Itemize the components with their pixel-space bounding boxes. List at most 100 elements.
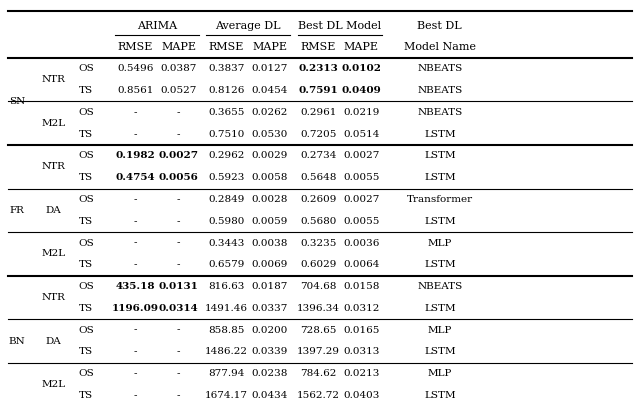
Text: 0.0036: 0.0036 (343, 239, 380, 247)
Text: 1491.46: 1491.46 (205, 304, 248, 313)
Text: M2L: M2L (42, 249, 66, 259)
Text: 0.8561: 0.8561 (117, 86, 154, 95)
Text: 0.1982: 0.1982 (115, 152, 155, 160)
Text: -: - (177, 326, 180, 335)
Text: NBEATS: NBEATS (417, 86, 463, 95)
Text: DA: DA (46, 336, 61, 346)
Text: LSTM: LSTM (424, 173, 456, 182)
Text: 0.3235: 0.3235 (300, 239, 336, 247)
Text: 0.3837: 0.3837 (208, 64, 244, 73)
Text: 0.7205: 0.7205 (300, 130, 336, 138)
Text: 0.0131: 0.0131 (159, 282, 198, 291)
Text: NTR: NTR (42, 293, 65, 302)
Text: 0.0530: 0.0530 (252, 130, 288, 138)
Text: 0.5923: 0.5923 (208, 173, 244, 182)
Text: 0.7591: 0.7591 (298, 86, 338, 95)
Text: 1396.34: 1396.34 (296, 304, 340, 313)
Text: TS: TS (79, 217, 93, 226)
Text: OS: OS (78, 369, 94, 378)
Text: 0.0102: 0.0102 (341, 64, 381, 73)
Text: 1562.72: 1562.72 (296, 391, 340, 399)
Text: 0.6579: 0.6579 (208, 260, 244, 269)
Text: 0.2962: 0.2962 (208, 152, 244, 160)
Text: Average DL: Average DL (215, 21, 281, 31)
Text: 0.0069: 0.0069 (252, 260, 288, 269)
Text: Best DL Model: Best DL Model (298, 21, 381, 31)
Text: 0.0527: 0.0527 (161, 86, 196, 95)
Text: OS: OS (78, 326, 94, 335)
Text: -: - (134, 348, 137, 356)
Text: 0.7510: 0.7510 (208, 130, 244, 138)
Text: 0.2734: 0.2734 (300, 152, 336, 160)
Text: 0.0312: 0.0312 (343, 304, 380, 313)
Text: -: - (134, 108, 137, 117)
Text: -: - (134, 260, 137, 269)
Text: 435.18: 435.18 (115, 282, 155, 291)
Text: 0.0387: 0.0387 (161, 64, 196, 73)
Text: LSTM: LSTM (424, 217, 456, 226)
Text: RMSE: RMSE (300, 42, 336, 52)
Text: 0.0219: 0.0219 (343, 108, 380, 117)
Text: 0.0056: 0.0056 (159, 173, 198, 182)
Text: -: - (134, 326, 137, 335)
Text: TS: TS (79, 86, 93, 95)
Text: 0.0055: 0.0055 (343, 217, 380, 226)
Text: Transformer: Transformer (407, 195, 473, 204)
Text: 1486.22: 1486.22 (205, 348, 248, 356)
Text: 0.0028: 0.0028 (252, 195, 288, 204)
Text: 0.0187: 0.0187 (252, 282, 288, 291)
Text: 1196.09: 1196.09 (112, 304, 159, 313)
Text: 0.5496: 0.5496 (117, 64, 154, 73)
Text: OS: OS (78, 195, 94, 204)
Text: 0.2961: 0.2961 (300, 108, 336, 117)
Text: 0.0027: 0.0027 (343, 195, 380, 204)
Text: 0.2849: 0.2849 (208, 195, 244, 204)
Text: 0.0158: 0.0158 (343, 282, 380, 291)
Text: 877.94: 877.94 (208, 369, 244, 378)
Text: LSTM: LSTM (424, 391, 456, 399)
Text: 0.0127: 0.0127 (252, 64, 288, 73)
Text: 0.0314: 0.0314 (159, 304, 198, 313)
Text: 0.2313: 0.2313 (298, 64, 338, 73)
Text: -: - (177, 130, 180, 138)
Text: TS: TS (79, 304, 93, 313)
Text: 0.3655: 0.3655 (208, 108, 244, 117)
Text: 0.0027: 0.0027 (159, 152, 198, 160)
Text: LSTM: LSTM (424, 348, 456, 356)
Text: OS: OS (78, 239, 94, 247)
Text: 0.0029: 0.0029 (252, 152, 288, 160)
Text: -: - (177, 239, 180, 247)
Text: MLP: MLP (428, 369, 452, 378)
Text: 0.8126: 0.8126 (208, 86, 244, 95)
Text: Model Name: Model Name (404, 42, 476, 52)
Text: OS: OS (78, 108, 94, 117)
Text: -: - (134, 130, 137, 138)
Text: TS: TS (79, 391, 93, 399)
Text: LSTM: LSTM (424, 260, 456, 269)
Text: 0.0027: 0.0027 (343, 152, 380, 160)
Text: 858.85: 858.85 (208, 326, 244, 335)
Text: 0.0262: 0.0262 (252, 108, 288, 117)
Text: MLP: MLP (428, 239, 452, 247)
Text: 0.0059: 0.0059 (252, 217, 288, 226)
Text: OS: OS (78, 152, 94, 160)
Text: NBEATS: NBEATS (417, 108, 463, 117)
Text: 0.5980: 0.5980 (208, 217, 244, 226)
Text: RMSE: RMSE (209, 42, 244, 52)
Text: LSTM: LSTM (424, 304, 456, 313)
Text: BN: BN (9, 336, 26, 346)
Text: FR: FR (10, 206, 25, 215)
Text: 0.0514: 0.0514 (343, 130, 380, 138)
Text: 0.0055: 0.0055 (343, 173, 380, 182)
Text: 816.63: 816.63 (208, 282, 244, 291)
Text: Best DL: Best DL (417, 21, 462, 31)
Text: -: - (177, 108, 180, 117)
Text: 0.0313: 0.0313 (343, 348, 380, 356)
Text: -: - (177, 391, 180, 399)
Text: TS: TS (79, 173, 93, 182)
Text: 0.5680: 0.5680 (300, 217, 336, 226)
Text: MAPE: MAPE (344, 42, 379, 52)
Text: 0.0337: 0.0337 (252, 304, 288, 313)
Text: 0.0434: 0.0434 (252, 391, 288, 399)
Text: -: - (134, 369, 137, 378)
